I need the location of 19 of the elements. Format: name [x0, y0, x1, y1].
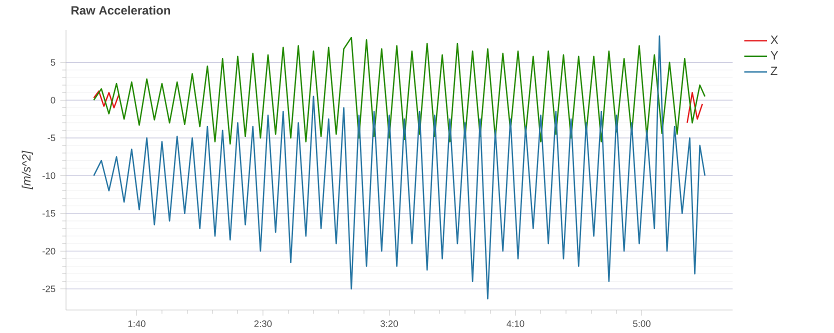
line-series [93, 36, 706, 145]
x-tick-label: 4:10 [506, 320, 524, 327]
legend-label: X [770, 36, 778, 44]
x-tick-label: 1:40 [128, 320, 146, 327]
x-tick-label: 5:00 [633, 320, 650, 327]
y-tick-label: -20 [42, 248, 56, 254]
x-tick-label: 3:20 [380, 320, 398, 327]
y-tick-label: 5 [50, 59, 56, 66]
y-tick-label: -10 [42, 172, 56, 179]
y-axis-title: [m/s^2] [22, 150, 33, 190]
line-series [93, 35, 706, 300]
x-tick-label: 2:30 [254, 320, 272, 327]
y-tick-label: -25 [42, 286, 56, 292]
y-tick-label: 0 [50, 96, 56, 104]
y-tick-label: -5 [48, 134, 56, 142]
chart-title: Raw Acceleration [72, 6, 170, 15]
legend-label: Z [770, 66, 778, 76]
legend-label: Y [770, 51, 778, 60]
y-tick-label: -15 [42, 210, 56, 217]
